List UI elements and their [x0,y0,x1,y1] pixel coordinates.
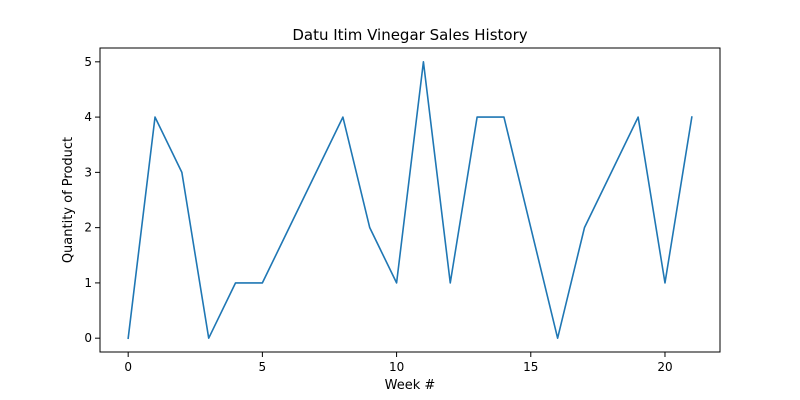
x-axis-label: Week # [385,378,436,393]
x-tick-label: 15 [523,360,538,374]
y-tick-label: 5 [84,55,92,69]
plot-frame [99,47,721,353]
y-tick-label: 2 [84,221,92,235]
chart-title: Datu Itim Vinegar Sales History [292,26,527,44]
y-tick-label: 3 [84,165,92,179]
y-axis-ticks: 0 1 2 3 4 5 [84,55,100,345]
x-tick-label: 5 [259,360,267,374]
sales-series-line [127,61,693,340]
y-axis-label: Quantity of Product [61,137,76,263]
x-tick-label: 20 [657,360,672,374]
x-axis-ticks: 0 5 10 15 20 [124,352,673,374]
x-tick-label: 10 [389,360,404,374]
series-group [127,61,693,340]
y-tick-label: 4 [84,110,92,124]
y-tick-label: 1 [84,276,92,290]
x-tick-label: 0 [124,360,132,374]
y-tick-label: 0 [84,331,92,345]
